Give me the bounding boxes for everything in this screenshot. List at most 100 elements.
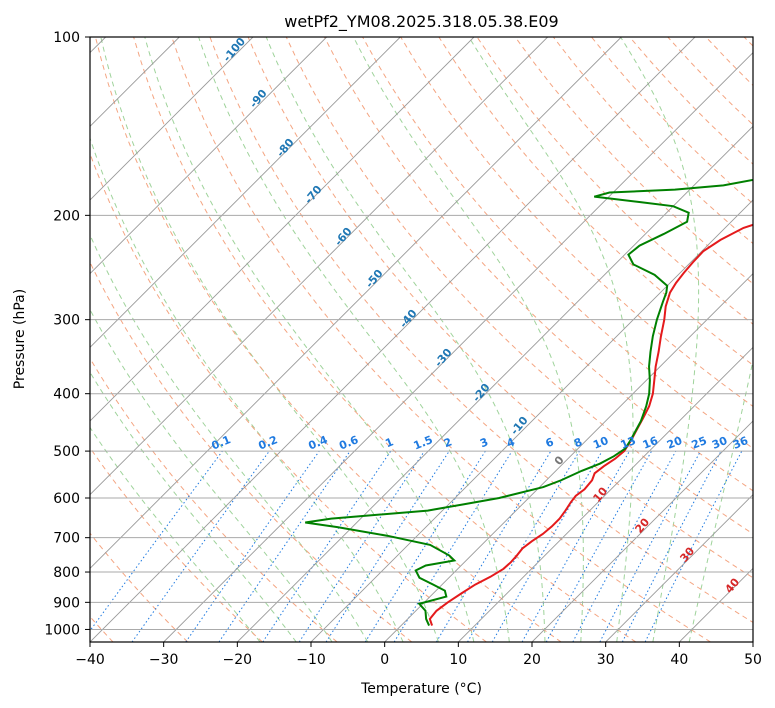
line-labels: -100-90-80-70-60-50-40-30-20-10010203040… <box>210 35 751 596</box>
y-tick-label: 500 <box>53 444 80 460</box>
isotherm <box>384 273 753 642</box>
dry-adiabat-label: -20 <box>470 381 493 405</box>
x-tick-label: 10 <box>449 652 467 668</box>
dry-adiabat <box>285 37 753 535</box>
moist-adiabat <box>90 371 297 642</box>
y-tick-label: 100 <box>53 30 80 46</box>
dry-adiabat <box>90 532 189 642</box>
y-tick-label: 800 <box>53 565 80 581</box>
isotherm <box>90 37 401 348</box>
mixing-ratio-line <box>572 450 677 642</box>
dry-adiabat <box>400 37 753 408</box>
x-tick-label: −20 <box>223 652 253 668</box>
moist-adiabats <box>90 37 753 642</box>
mixing-ratio-line <box>644 450 743 642</box>
y-axis-label: Pressure (hPa) <box>12 289 28 389</box>
dry-adiabat <box>171 37 711 642</box>
isotherm <box>163 52 753 642</box>
dry-adiabat <box>209 37 753 624</box>
isotherm <box>90 37 327 275</box>
isotherm <box>458 346 753 642</box>
moist-adiabat <box>468 37 634 642</box>
x-tick-label: 40 <box>670 652 688 668</box>
moist-adiabat <box>90 426 261 642</box>
y-tick-label: 900 <box>53 595 80 611</box>
dry-adiabat-label: -70 <box>302 183 325 207</box>
isotherm <box>90 37 622 569</box>
dry-adiabat-label: -50 <box>363 267 386 291</box>
x-tick-label: 50 <box>744 652 762 668</box>
mixing-ratio-line <box>262 450 392 642</box>
x-tick-label: 0 <box>380 652 389 668</box>
dewpoint-line <box>305 178 753 626</box>
moist-adiabat <box>100 37 439 642</box>
moist-adiabat <box>90 136 404 642</box>
isotherm <box>90 37 254 201</box>
isotherms <box>90 37 753 642</box>
mixing-ratio-line <box>435 450 552 642</box>
y-tick-label: 600 <box>53 491 80 507</box>
y-tick-label: 400 <box>53 387 80 403</box>
dry-adiabat <box>552 37 753 245</box>
dry-adiabat-label: -90 <box>247 87 270 111</box>
mixing-ratio-line <box>298 450 425 642</box>
isotherm <box>752 641 753 642</box>
moist-adiabat <box>265 37 546 642</box>
y-tick-label: 300 <box>53 313 80 329</box>
y-tick-label: 1000 <box>44 622 80 638</box>
x-tick-label: −40 <box>75 652 105 668</box>
mixing-ratio-label: 0.1 <box>210 433 233 452</box>
dry-adiabat <box>133 37 637 642</box>
mixing-ratio-label: 16 <box>641 434 660 452</box>
moist-adiabat <box>144 37 475 642</box>
dry-adiabat <box>705 37 753 87</box>
y-axis-ticks: 100 200 300 400 500 600 700 800 900 1000 <box>44 30 90 638</box>
dry-adiabat-label: 10 <box>590 484 610 504</box>
dry-adiabat-label: -100 <box>220 35 248 65</box>
mixing-ratio-line <box>218 450 351 642</box>
isotherm <box>531 420 753 642</box>
moist-adiabat <box>688 358 753 642</box>
x-axis-ticks: −40 −30 −20 −10 0 10 20 30 40 50 <box>75 642 762 668</box>
dry-adiabat <box>438 37 753 366</box>
mixing-ratio-line <box>325 450 450 642</box>
dry-adiabat <box>90 152 487 642</box>
moist-adiabat <box>620 37 700 642</box>
mixing-ratio-label: 2 <box>442 435 454 450</box>
x-tick-label: −10 <box>296 652 326 668</box>
dry-adiabat-label: 20 <box>632 515 652 535</box>
mixing-ratio-lines <box>90 450 743 642</box>
dry-adiabat-label: 0 <box>552 453 567 467</box>
dry-adiabat <box>90 261 413 642</box>
x-axis-label: Temperature (°C) <box>360 681 482 697</box>
dry-adiabat <box>90 357 338 642</box>
mixing-ratio-label: 36 <box>731 434 750 452</box>
plot-frame <box>89 36 754 643</box>
dry-adiabat-label: -40 <box>397 307 420 331</box>
plot-area: -100-90-80-70-60-50-40-30-20-10010203040… <box>90 35 753 642</box>
mixing-ratio-line <box>131 450 270 642</box>
isotherm <box>237 125 753 642</box>
dry-adiabat <box>476 37 753 325</box>
dry-adiabat <box>247 37 753 579</box>
dry-adiabat-label: -60 <box>332 225 355 249</box>
dry-adiabats <box>90 37 753 642</box>
x-tick-label: 30 <box>597 652 615 668</box>
y-tick-label: 200 <box>53 208 80 224</box>
dry-adiabat-label: -30 <box>432 346 455 370</box>
y-tick-label: 700 <box>53 531 80 547</box>
mixing-ratio-line <box>545 450 653 642</box>
mixing-ratio-label: 1.5 <box>412 433 435 452</box>
mixing-ratio-label: 8 <box>572 435 584 450</box>
mixing-ratio-line <box>521 450 630 642</box>
dry-adiabat <box>94 37 562 642</box>
moist-adiabat <box>90 233 369 642</box>
dry-adiabat <box>743 37 753 47</box>
dry-adiabat <box>90 446 263 642</box>
mixing-ratio-line <box>185 450 320 642</box>
x-tick-label: −30 <box>149 652 179 668</box>
mixing-ratio-label: 25 <box>690 434 709 452</box>
moist-adiabat <box>90 308 333 642</box>
isotherm <box>90 37 696 642</box>
